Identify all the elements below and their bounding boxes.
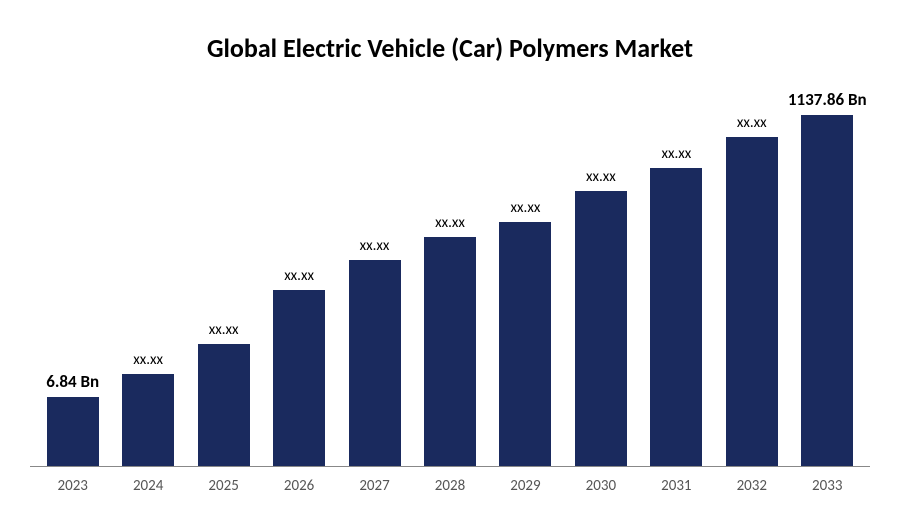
bar-group: xx.xx: [264, 84, 334, 466]
bar: [499, 222, 551, 466]
bar-value-label: xx.xx: [737, 114, 767, 132]
x-axis-label: 2027: [340, 477, 410, 495]
bar-value-label: xx.xx: [284, 267, 314, 285]
bar-value-label: xx.xx: [586, 168, 616, 186]
bar: [122, 374, 174, 466]
x-axis-label: 2030: [566, 477, 636, 495]
bar-group: xx.xx: [340, 84, 410, 466]
x-axis-labels: 2023 2024 2025 2026 2027 2028 2029 2030 2031 2032…: [30, 477, 870, 495]
chart-title: Global Electric Vehicle (Car) Polymers M…: [30, 32, 870, 64]
bar: [47, 397, 99, 466]
x-axis-label: 2026: [264, 477, 334, 495]
bar-value-label: 1137.86 Bn: [788, 89, 867, 110]
bar-value-label: xx.xx: [435, 214, 465, 232]
bar: [424, 237, 476, 466]
bar: [349, 260, 401, 466]
bar-value-label: xx.xx: [360, 237, 390, 255]
bar-group: xx.xx: [189, 84, 259, 466]
bar: [273, 290, 325, 466]
bar-group: xx.xx: [415, 84, 485, 466]
x-axis-label: 2023: [38, 477, 108, 495]
bar-group: 6.84 Bn: [38, 84, 108, 466]
bar-group: xx.xx: [566, 84, 636, 466]
bar: [575, 191, 627, 466]
bar-value-label: xx.xx: [661, 145, 691, 163]
bar-group: xx.xx: [113, 84, 183, 466]
chart-container: Global Electric Vehicle (Car) Polymers M…: [0, 0, 900, 525]
bar-group: xx.xx: [717, 84, 787, 466]
x-axis-label: 2031: [641, 477, 711, 495]
x-axis-label: 2033: [792, 477, 862, 495]
x-axis-label: 2025: [189, 477, 259, 495]
bar-group: 1137.86 Bn: [792, 84, 862, 466]
x-axis-label: 2032: [717, 477, 787, 495]
bar: [198, 344, 250, 466]
bar: [801, 115, 853, 466]
x-axis-label: 2024: [113, 477, 183, 495]
bar-value-label: xx.xx: [511, 199, 541, 217]
bar-value-label: 6.84 Bn: [46, 371, 99, 392]
bars-row: 6.84 Bn xx.xx xx.xx xx.xx xx.xx xx.xx xx.xx xx.…: [30, 84, 870, 467]
bar-group: xx.xx: [641, 84, 711, 466]
bar-value-label: xx.xx: [133, 351, 163, 369]
bar: [650, 168, 702, 466]
plot-area: 6.84 Bn xx.xx xx.xx xx.xx xx.xx xx.xx xx.xx xx.…: [30, 84, 870, 495]
bar-value-label: xx.xx: [209, 321, 239, 339]
x-axis-label: 2028: [415, 477, 485, 495]
bar: [726, 137, 778, 466]
x-axis-label: 2029: [490, 477, 560, 495]
bar-group: xx.xx: [490, 84, 560, 466]
